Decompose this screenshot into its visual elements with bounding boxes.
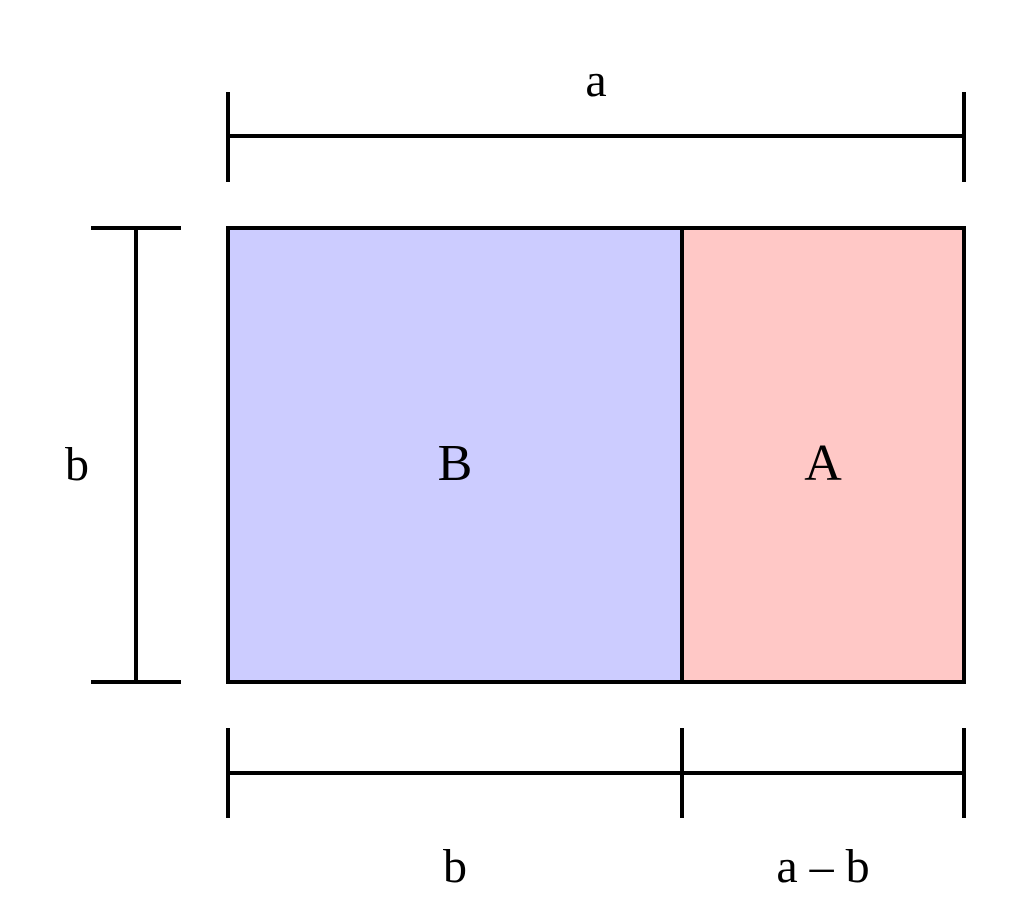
region-a-label: A (804, 435, 842, 492)
top-dimension-label: a (585, 54, 606, 107)
top-dimension-line (226, 92, 966, 182)
region-a-rectangle (680, 226, 966, 684)
left-dimension-line (91, 226, 181, 684)
left-dimension-label: b (65, 438, 89, 491)
region-b-label: B (438, 435, 473, 492)
bottom-dimension-line (226, 728, 966, 818)
bottom-left-dimension-label: b (443, 840, 467, 893)
region-b-square (226, 226, 684, 684)
bottom-right-dimension-label: a – b (776, 840, 869, 893)
